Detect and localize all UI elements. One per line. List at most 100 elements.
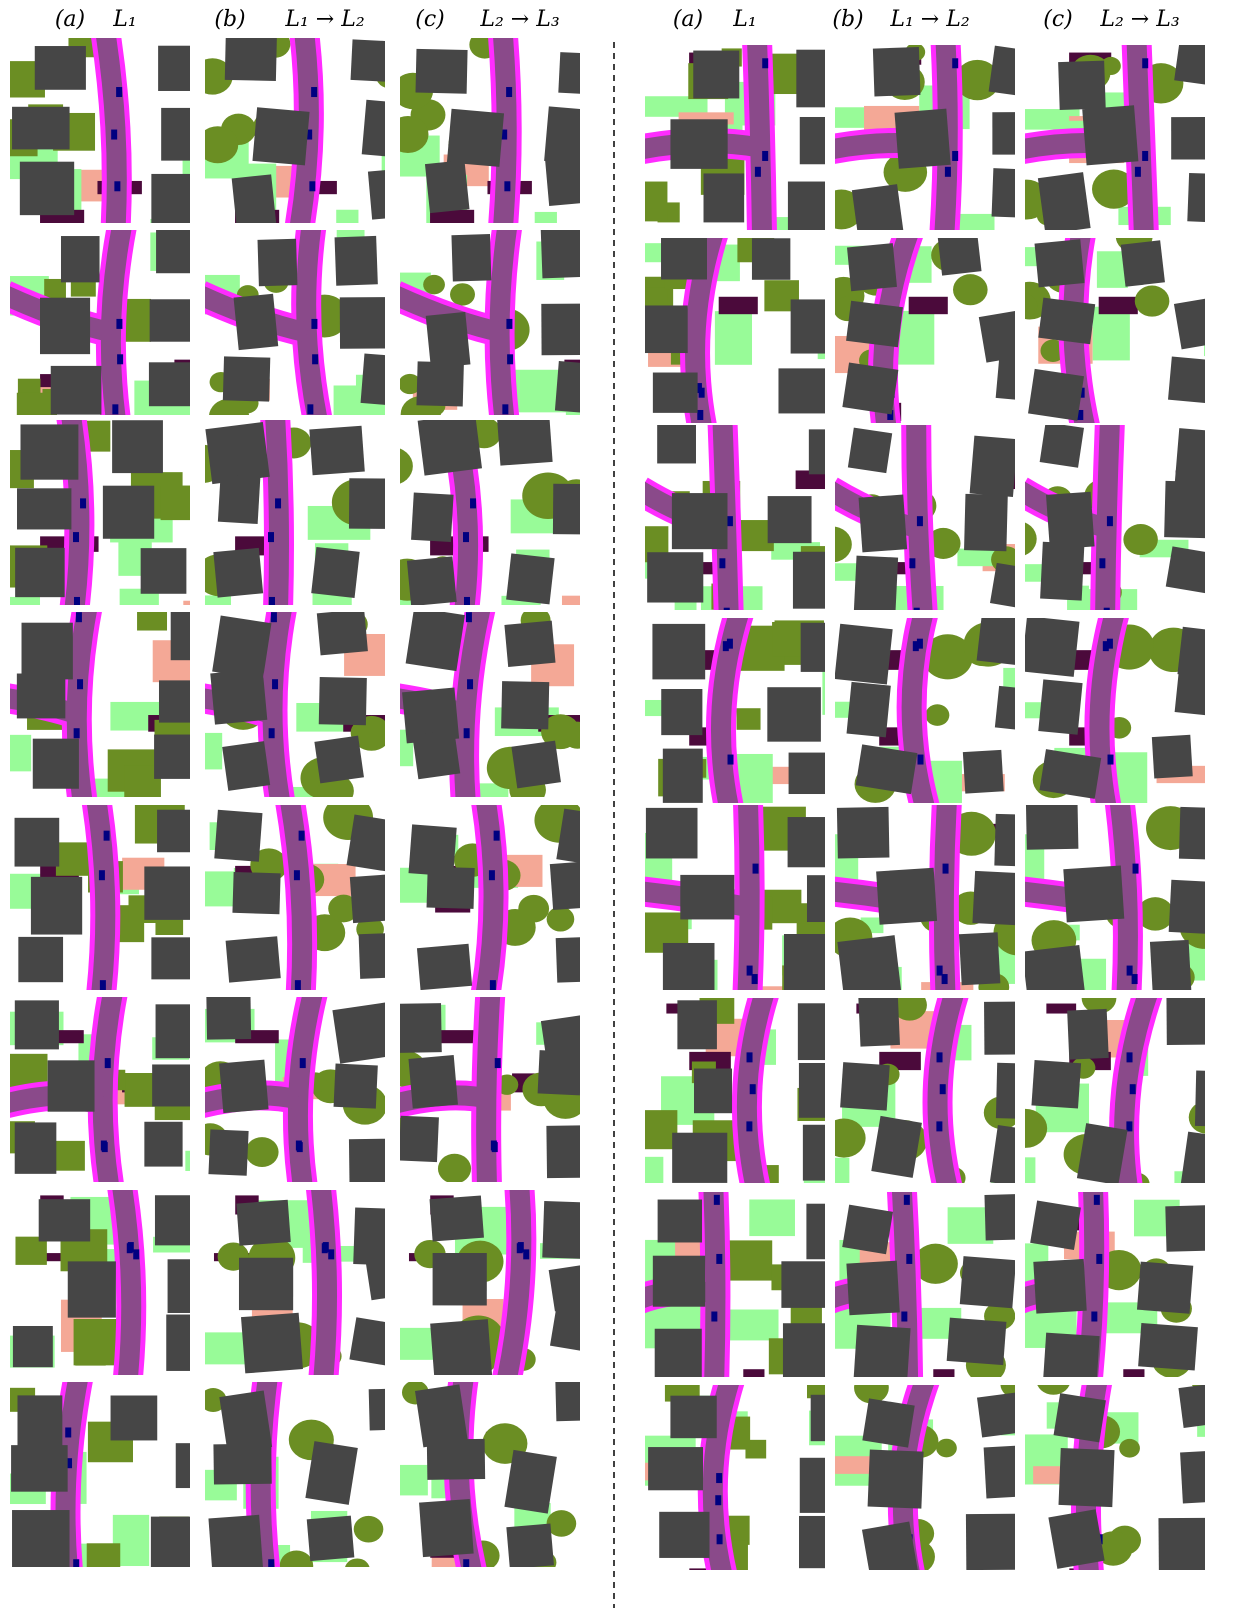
car [311,319,317,329]
building [412,729,460,779]
building [796,50,841,108]
segmentation-tile [828,800,1045,1029]
tile-content [7,799,210,995]
building [555,1379,600,1421]
tile-content [812,420,1037,620]
tile-content [1015,613,1238,808]
segmentation-tile [198,607,390,828]
building [1040,542,1084,601]
tree [925,704,949,726]
segmentation-tile [829,1187,1041,1386]
building [672,1133,727,1183]
building [214,810,262,862]
vegetation-low [829,1158,850,1211]
building [335,236,378,286]
building [984,1445,1028,1498]
vegetation-low [1093,307,1130,361]
car [491,1141,497,1151]
building [837,807,890,859]
vegetation-low [199,1332,246,1364]
building [647,552,703,602]
building [778,368,828,413]
building [1067,1009,1109,1060]
building [895,109,951,169]
building [784,934,842,991]
building [218,474,261,524]
car [307,404,313,414]
tile-content [0,415,227,653]
segmentation-tile [390,1185,607,1380]
building [1164,481,1208,538]
tile-content [628,420,862,625]
car [1103,641,1109,651]
tile-content [199,1185,423,1380]
building [799,1516,847,1568]
building [798,1003,841,1060]
segmentation-tile [1015,1364,1238,1587]
building [111,1395,158,1440]
building [157,810,210,853]
car [73,1559,79,1569]
segmentation-tile [0,415,227,653]
tile-content [182,415,418,658]
building [430,1195,484,1241]
column-label: L₁ [112,7,136,32]
building [1165,1205,1221,1252]
car [937,1052,943,1062]
building [48,1060,95,1111]
tree [953,274,988,305]
tree [1135,286,1170,317]
column-tag: (b) [214,7,245,32]
tree [245,1137,278,1167]
building [1038,679,1082,734]
building [1137,1262,1193,1314]
building [680,875,734,920]
building [40,298,90,354]
car [753,864,759,874]
building [556,936,609,982]
building [677,1000,717,1049]
car [309,181,315,191]
car [506,319,512,329]
building [847,243,897,291]
building [415,49,467,94]
building [767,687,821,741]
building [653,373,698,413]
tile-content [199,1377,414,1586]
tile-content [822,989,1054,1221]
segmentation-tile [390,798,610,995]
building [868,1450,924,1509]
building [544,106,588,164]
building [13,1326,53,1367]
building [334,1063,378,1108]
building [1174,34,1237,88]
car [1133,864,1139,874]
building [425,160,470,213]
car [268,1559,274,1569]
clutter [1010,1549,1048,1561]
car [945,167,951,177]
car [272,679,278,689]
vegetation-low [1015,1157,1036,1210]
building [236,1200,290,1246]
building [168,1259,216,1313]
building [406,607,465,671]
building [842,362,898,414]
building [704,173,745,222]
building [553,484,597,535]
building [12,107,70,150]
tree [936,1439,957,1458]
building [12,1510,69,1567]
tile-content [379,992,633,1187]
building [661,236,707,280]
column-label: L₁ [732,7,756,32]
clutter [719,297,758,314]
building [846,1261,899,1316]
car [311,87,317,97]
car [917,516,923,526]
building [351,39,397,82]
building [672,493,728,549]
car [470,498,476,508]
car [104,831,110,841]
tile-content [199,795,413,995]
